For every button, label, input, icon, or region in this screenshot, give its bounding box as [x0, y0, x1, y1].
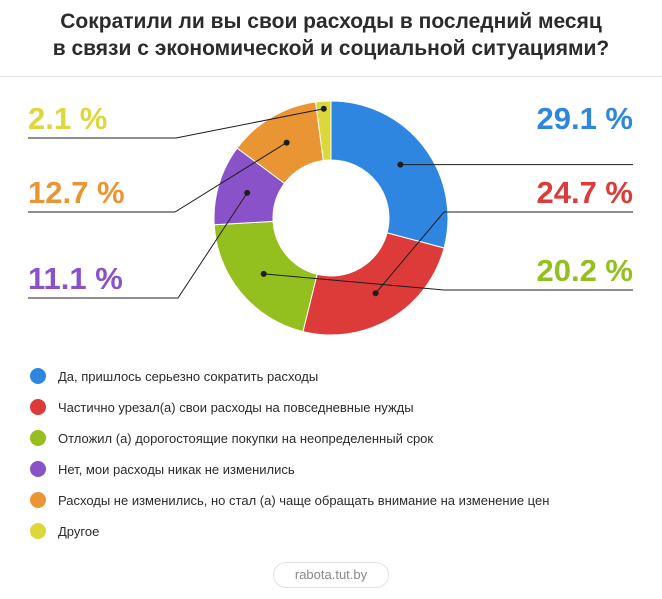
chart-title-line-2: в связи с экономической и социальной сит… — [52, 37, 610, 60]
chart-title-line-1: Сократили ли вы свои расходы в последний… — [60, 10, 602, 33]
donut-slice — [315, 100, 332, 162]
data-label: 20.2 % — [536, 253, 633, 288]
legend-swatch — [30, 492, 46, 508]
legend-label: Другое — [58, 523, 100, 539]
legend-label: Расходы не изменились, но стал (а) чаще … — [58, 492, 550, 508]
leader-line — [375, 211, 633, 294]
data-label: 12.7 % — [28, 175, 125, 210]
leader-line — [28, 142, 287, 213]
donut-slice — [330, 100, 449, 249]
leader-line — [28, 108, 324, 139]
legend-item: Частично урезал(а) свои расходы на повсе… — [30, 397, 414, 417]
legend-item: Нет, мои расходы никак не изменились — [30, 459, 295, 479]
chart-title: Сократили ли вы свои расходы в последний… — [0, 8, 662, 62]
leader-dot — [397, 161, 404, 168]
title-divider — [0, 76, 662, 77]
legend-swatch — [30, 523, 46, 539]
legend-item: Да, пришлось серьезно сократить расходы — [30, 366, 318, 386]
leader-dot — [372, 290, 379, 297]
legend-swatch — [30, 430, 46, 446]
legend-swatch — [30, 461, 46, 477]
legend-label: Нет, мои расходы никак не изменились — [58, 461, 295, 477]
legend-item: Другое — [30, 521, 99, 541]
data-label: 24.7 % — [536, 175, 633, 210]
data-label: 29.1 % — [536, 101, 633, 136]
leader-dot — [283, 139, 290, 146]
legend-swatch — [30, 399, 46, 415]
legend-item: Расходы не изменились, но стал (а) чаще … — [30, 490, 549, 510]
legend-item: Отложил (а) дорогостоящие покупки на нео… — [30, 428, 433, 448]
legend-label: Да, пришлось серьезно сократить расходы — [58, 368, 319, 384]
legend-label: Частично урезал(а) свои расходы на повсе… — [58, 399, 414, 415]
donut-slice — [213, 220, 318, 333]
leader-line — [263, 273, 633, 291]
leader-dot — [320, 105, 327, 112]
leader-line — [28, 192, 248, 299]
data-label: 2.1 % — [28, 101, 107, 136]
legend-label: Отложил (а) дорогостоящие покупки на нео… — [58, 430, 434, 446]
source-badge: rabota.tut.by — [273, 562, 389, 588]
leader-dot — [244, 189, 251, 196]
leader-dot — [260, 270, 267, 277]
data-label: 11.1 % — [28, 261, 123, 296]
legend-swatch — [30, 368, 46, 384]
